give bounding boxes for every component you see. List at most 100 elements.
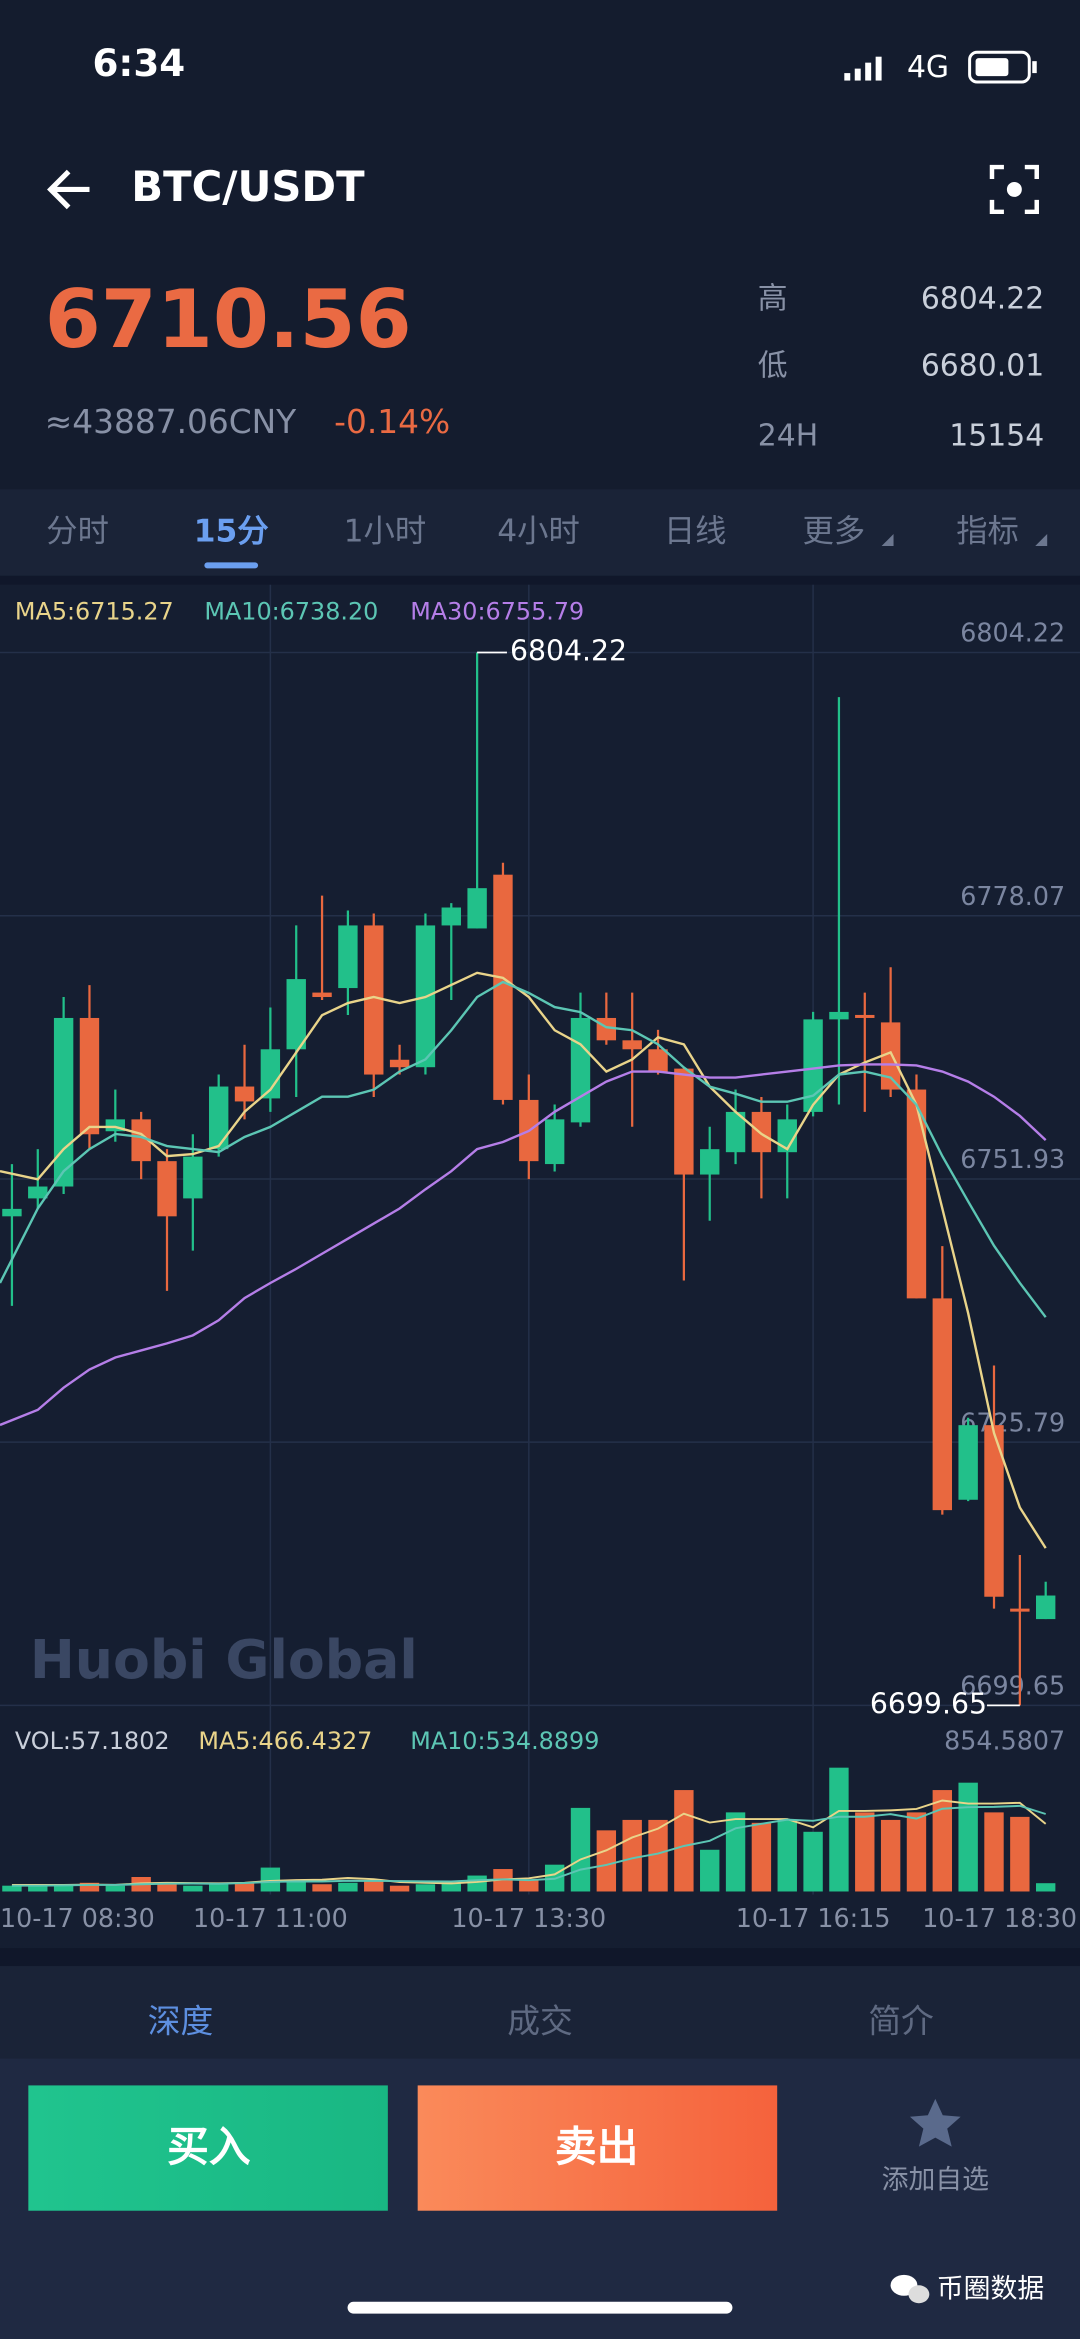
bottom-tab-bar xyxy=(0,1966,1080,2059)
tab-bar xyxy=(0,489,1080,576)
candle-body xyxy=(286,979,306,1050)
interval-tab[interactable]: 15分 xyxy=(194,514,269,550)
interval-tab[interactable]: 日线 xyxy=(664,514,727,550)
volume-bar xyxy=(441,1882,461,1892)
pair-title: BTC/USDT xyxy=(131,162,365,211)
status-time: 6:34 xyxy=(92,41,185,85)
sell-button[interactable] xyxy=(417,2085,778,2211)
candle-body xyxy=(932,1298,953,1511)
y-tick-label: 6804.22 xyxy=(960,618,1065,648)
volume-bar xyxy=(751,1822,772,1892)
watch-label[interactable]: 添加自选 xyxy=(882,2164,989,2195)
volume-bar xyxy=(234,1882,255,1892)
volume-bar xyxy=(622,1819,642,1892)
volume-bar xyxy=(519,1879,539,1892)
last-price: 6710.56 xyxy=(45,272,412,366)
stat-label: 高 xyxy=(758,281,788,316)
candle-body xyxy=(312,992,332,998)
volume-bar xyxy=(157,1884,177,1892)
x-tick-label: 10-17 08:30 xyxy=(0,1903,155,1933)
interval-tab[interactable]: 指标 xyxy=(956,514,1019,550)
interval-tab[interactable]: 1小时 xyxy=(344,514,427,550)
volume-bar xyxy=(260,1867,281,1892)
y-tick-label: 6751.93 xyxy=(960,1144,1065,1174)
candle-body xyxy=(2,1208,22,1217)
interval-tab[interactable]: 更多 xyxy=(803,514,866,550)
volume-bar xyxy=(415,1884,436,1892)
candle-body xyxy=(441,907,461,926)
volume-bar xyxy=(79,1882,100,1892)
candle-body xyxy=(984,1425,1004,1597)
price-change: -0.14% xyxy=(334,403,450,441)
star-icon[interactable] xyxy=(909,2098,961,2147)
interval-tab[interactable]: 分时 xyxy=(46,514,109,550)
volume-bar xyxy=(389,1885,410,1892)
candle-body xyxy=(131,1119,151,1162)
bottom-tab[interactable]: 成交 xyxy=(507,2002,573,2040)
ma-line xyxy=(0,971,1047,1549)
divider xyxy=(0,1948,1080,1967)
candle-body xyxy=(674,1068,694,1175)
candle-body xyxy=(234,1086,255,1102)
y-tick-label: 6699.65 xyxy=(960,1670,1065,1700)
candle-body xyxy=(829,1011,849,1020)
candle-body xyxy=(1035,1595,1056,1620)
candle-body xyxy=(79,1017,100,1135)
legend-entry: MA10:6738.20 xyxy=(204,598,378,626)
candle-body xyxy=(751,1111,772,1153)
volume-bar xyxy=(596,1830,617,1892)
sell-label[interactable]: 卖出 xyxy=(555,2122,638,2171)
bottom-tab[interactable]: 深度 xyxy=(148,2002,214,2040)
volume-bar xyxy=(829,1767,849,1892)
volume-bar xyxy=(777,1819,797,1892)
volume-bar xyxy=(1035,1883,1056,1892)
candle-body xyxy=(338,925,358,989)
x-tick-label: 10-17 18:30 xyxy=(922,1903,1077,1933)
volume-bar xyxy=(803,1831,823,1892)
candle-body xyxy=(906,1089,927,1299)
y-tick-label: 6778.07 xyxy=(960,881,1065,911)
volume-bar xyxy=(286,1879,306,1892)
signal-icon xyxy=(844,56,882,81)
back-button[interactable] xyxy=(47,169,90,210)
volume-bar xyxy=(674,1790,694,1892)
x-tick-label: 10-17 11:00 xyxy=(193,1903,348,1933)
home-indicator xyxy=(347,2301,733,2314)
volume-bar xyxy=(183,1885,203,1892)
fullscreen-button[interactable] xyxy=(989,164,1039,215)
candle-body xyxy=(157,1161,177,1217)
bottom-tab[interactable]: 简介 xyxy=(868,2002,934,2040)
volume-ma-line xyxy=(11,1804,1046,1887)
volume-bar xyxy=(906,1812,927,1892)
stat-value: 6680.01 xyxy=(921,348,1044,383)
volume-bar xyxy=(958,1782,978,1892)
volume-legend: MA10:534.8899 xyxy=(410,1727,599,1755)
volume-bar xyxy=(467,1875,487,1892)
volume-bar xyxy=(984,1812,1004,1892)
y-tick-label: 854.5807 xyxy=(944,1725,1065,1755)
candle-body xyxy=(1010,1608,1030,1612)
volume-bar xyxy=(364,1881,384,1892)
tab-underline xyxy=(204,562,259,569)
candle-body xyxy=(105,1119,126,1132)
candle-body xyxy=(364,925,384,1075)
buy-label[interactable]: 买入 xyxy=(167,2122,251,2171)
candle-body xyxy=(570,1017,591,1123)
dropdown-arrow xyxy=(1035,534,1048,546)
chart-bg xyxy=(0,584,1080,1949)
battery-icon xyxy=(968,50,1037,84)
candle-body xyxy=(855,1014,875,1018)
candle-body xyxy=(880,1022,901,1090)
candle-body xyxy=(648,1049,668,1072)
footer-watermark: 币圈数据 xyxy=(937,2273,1044,2304)
wechat-icon xyxy=(890,2274,930,2304)
volume-bar xyxy=(28,1885,48,1892)
candle-body xyxy=(53,1017,74,1187)
interval-tab[interactable]: 4小时 xyxy=(497,514,580,550)
low-label: 6699.65 xyxy=(870,1687,987,1720)
ma-line xyxy=(0,980,1047,1318)
buy-button[interactable] xyxy=(28,2085,388,2211)
ma-line xyxy=(0,1063,1047,1427)
